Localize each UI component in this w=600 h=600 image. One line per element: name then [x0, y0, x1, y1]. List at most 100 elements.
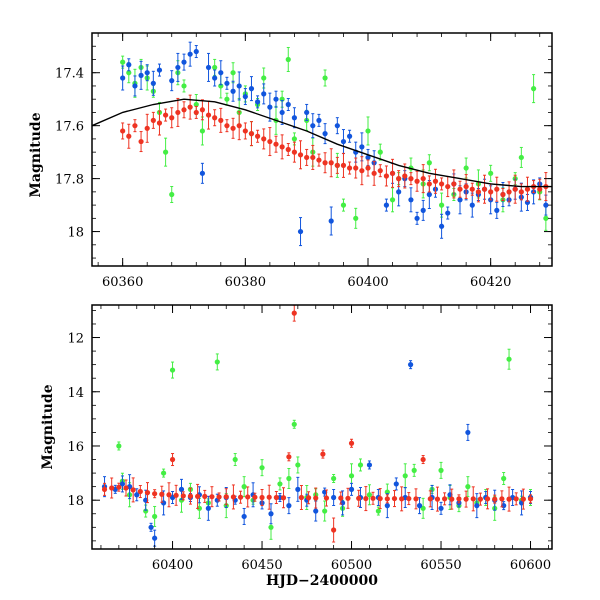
- bottom-data-point: [420, 505, 426, 511]
- bottom-data-point: [298, 494, 305, 501]
- top-data-point: [414, 178, 420, 184]
- top-data-point: [383, 202, 389, 208]
- bottom-data-point: [411, 467, 417, 473]
- top-data-point: [328, 218, 334, 224]
- top-data-point: [255, 133, 261, 139]
- top-data-point: [132, 83, 138, 89]
- top-data-point: [169, 78, 175, 84]
- top-data-point: [426, 181, 432, 187]
- bottom-x-tick-label: 60450: [241, 558, 282, 573]
- top-x-tick-label: 60420: [470, 275, 511, 290]
- bottom-data-point: [527, 496, 534, 502]
- top-data-point: [500, 191, 506, 198]
- bottom-data-point: [366, 462, 373, 468]
- top-data-point: [218, 70, 224, 76]
- bottom-data-point: [499, 496, 505, 502]
- top-series-2: [120, 94, 549, 204]
- top-data-point: [353, 215, 359, 221]
- top-data-point: [175, 109, 181, 116]
- bottom-data-point: [205, 505, 211, 511]
- bottom-data-point: [513, 496, 519, 502]
- bottom-data-point: [313, 508, 319, 514]
- top-data-point: [230, 70, 236, 76]
- top-data-point: [297, 228, 304, 235]
- top-data-layer: [92, 41, 552, 247]
- top-series-1: [120, 41, 549, 247]
- top-data-point: [463, 183, 469, 190]
- bottom-data-point: [506, 496, 512, 502]
- bottom-data-point: [268, 511, 274, 517]
- bottom-data-point: [101, 486, 108, 492]
- top-data-point: [285, 56, 291, 63]
- bottom-data-point: [384, 503, 390, 509]
- top-data-point: [445, 210, 451, 216]
- top-data-point: [371, 170, 377, 176]
- bottom-data-point: [195, 493, 201, 500]
- top-data-point: [518, 154, 524, 161]
- bottom-data-point: [416, 503, 423, 509]
- top-data-point: [377, 168, 383, 174]
- bottom-data-point: [449, 496, 455, 502]
- bottom-data-point: [470, 496, 476, 502]
- top-data-point: [420, 176, 426, 182]
- top-data-point: [365, 154, 371, 161]
- bottom-data-point: [159, 491, 165, 497]
- bottom-y-tick-label: 14: [67, 386, 84, 401]
- top-data-point: [224, 80, 230, 86]
- bottom-data-point: [506, 356, 512, 362]
- top-panel: Magnitude 60360 60380 60400 60420 17.4 17.6 17…: [28, 32, 553, 290]
- top-data-point: [291, 115, 297, 121]
- top-data-point: [457, 197, 463, 203]
- bottom-data-point: [241, 513, 247, 520]
- bottom-data-point: [322, 508, 328, 514]
- bottom-data-point: [152, 535, 158, 541]
- bottom-series-2: [101, 305, 534, 543]
- bottom-data-point: [348, 440, 355, 446]
- top-data-point: [488, 189, 494, 195]
- bottom-data-point: [119, 481, 126, 487]
- bottom-y-tick-label: 12: [67, 332, 84, 347]
- bottom-data-point: [384, 496, 390, 502]
- top-data-point: [439, 223, 445, 229]
- bottom-data-point: [413, 496, 419, 502]
- top-data-point: [365, 128, 371, 134]
- top-data-point: [248, 86, 255, 92]
- top-data-point: [322, 131, 328, 137]
- bottom-y-tick-label: 16: [67, 440, 84, 455]
- bottom-data-point: [331, 475, 337, 482]
- top-data-point: [248, 131, 255, 137]
- bottom-data-point: [252, 494, 258, 500]
- top-data-point: [199, 128, 205, 134]
- top-data-point: [328, 160, 334, 166]
- top-data-point: [261, 91, 267, 97]
- bottom-data-point: [291, 421, 297, 427]
- top-data-point: [396, 176, 402, 182]
- top-data-point: [120, 128, 126, 134]
- top-data-point: [340, 202, 347, 208]
- top-data-point: [193, 109, 199, 116]
- bottom-data-point: [363, 495, 369, 502]
- bottom-data-point: [280, 495, 287, 501]
- bottom-data-point: [366, 492, 373, 498]
- top-data-point: [457, 186, 463, 192]
- top-data-point: [408, 176, 414, 182]
- bottom-data-point: [406, 495, 412, 502]
- top-data-point: [316, 157, 322, 163]
- top-x-tick-label: 60380: [225, 275, 266, 290]
- top-data-point: [156, 67, 163, 73]
- bottom-data-point: [295, 486, 301, 492]
- top-plot-frame: [91, 32, 553, 267]
- top-data-point: [138, 72, 144, 78]
- bottom-data-point: [148, 524, 154, 530]
- top-data-point: [132, 123, 138, 129]
- top-data-point: [322, 160, 328, 166]
- top-data-point: [205, 64, 212, 71]
- bottom-data-point: [348, 486, 355, 492]
- bottom-data-point: [187, 493, 194, 499]
- top-data-point: [396, 189, 402, 195]
- bottom-data-layer: [101, 305, 534, 547]
- top-data-point: [334, 162, 340, 168]
- top-data-point: [340, 162, 347, 168]
- bottom-data-point: [152, 513, 158, 520]
- top-data-point: [169, 115, 175, 121]
